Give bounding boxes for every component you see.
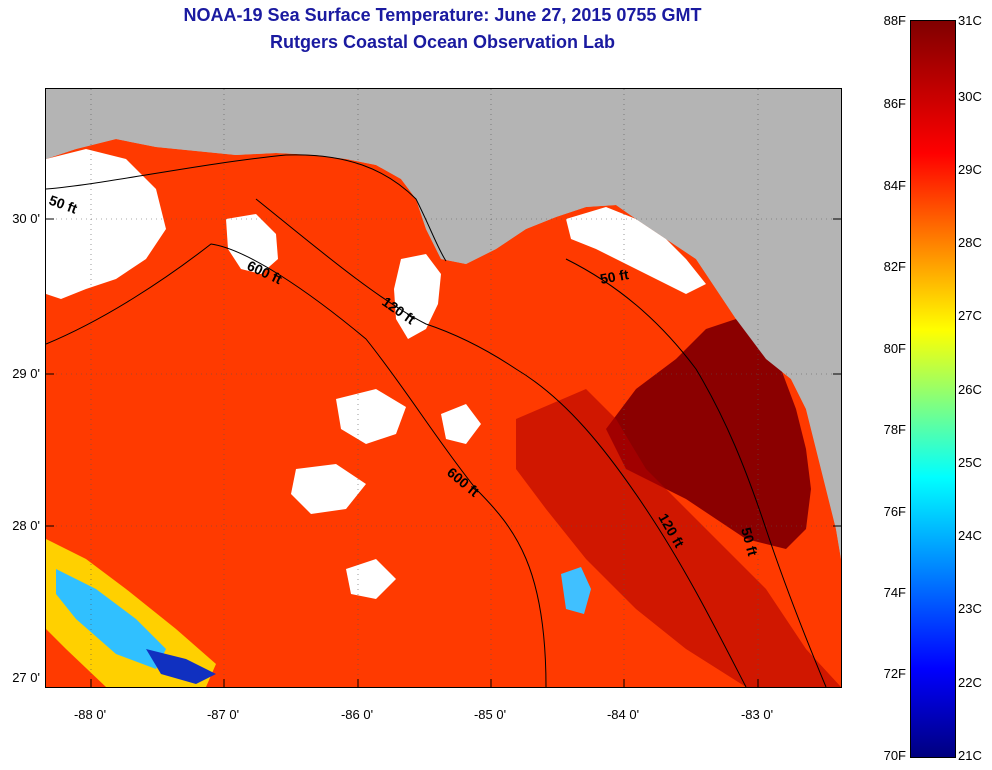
colorbar-fahrenheit-label: 86F xyxy=(883,96,906,111)
longitude-label: -87 0' xyxy=(206,707,240,722)
colorbar-fahrenheit-label: 82F xyxy=(883,259,906,274)
sst-map-image: 50 ft 600 ft 120 ft 50 ft 600 ft 120 ft … xyxy=(46,89,841,687)
cloud-patch xyxy=(346,559,396,599)
colorbar-celsius-label: 22C xyxy=(958,675,982,690)
colorbar-fahrenheit-label: 70F xyxy=(883,748,906,763)
colorbar-fahrenheit-label: 88F xyxy=(883,13,906,28)
cool-water-patch xyxy=(56,569,166,669)
colorbar-fahrenheit-label: 76F xyxy=(883,504,906,519)
cloud-patch xyxy=(566,207,706,294)
cool-water-patch xyxy=(46,539,216,687)
colorbar-fahrenheit-label: 84F xyxy=(883,178,906,193)
bathymetry-contours xyxy=(46,154,827,687)
latitude-label: 27 0' xyxy=(12,670,40,685)
colorbar-celsius-label: 28C xyxy=(958,235,982,250)
colorbar-fahrenheit-label: 80F xyxy=(883,341,906,356)
cold-water-patch xyxy=(146,649,216,684)
colorbar-celsius-label: 25C xyxy=(958,455,982,470)
longitude-label: -88 0' xyxy=(73,707,107,722)
cloud-patch xyxy=(46,149,166,299)
sst-map[interactable]: 50 ft 600 ft 120 ft 50 ft 600 ft 120 ft … xyxy=(45,88,842,688)
hot-water-region xyxy=(606,319,811,549)
map-subtitle: Rutgers Coastal Ocean Observation Lab xyxy=(269,32,616,52)
longitude-label: -84 0' xyxy=(606,707,640,722)
contour-label: 50 ft xyxy=(738,526,761,558)
colorbar-celsius-label: 31C xyxy=(958,13,982,28)
map-title: NOAA-19 Sea Surface Temperature: June 27… xyxy=(183,5,702,25)
warm-water-band xyxy=(516,389,841,687)
axis-ticks xyxy=(46,218,841,687)
cloud-patch xyxy=(441,404,481,444)
colorbar-celsius-label: 24C xyxy=(958,528,982,543)
colorbar-fahrenheit-label: 74F xyxy=(883,585,906,600)
latitude-label: 30 0' xyxy=(12,211,40,226)
land-area xyxy=(46,89,841,559)
cloud-patch xyxy=(291,464,366,514)
temperature-colorbar xyxy=(910,20,956,758)
cool-water-patch xyxy=(561,567,591,614)
longitude-label: -83 0' xyxy=(740,707,774,722)
colorbar-celsius-label: 29C xyxy=(958,162,982,177)
colorbar-celsius-label: 21C xyxy=(958,748,982,763)
contour-50ft-west xyxy=(46,154,447,262)
colorbar-celsius-label: 26C xyxy=(958,382,982,397)
contour-600ft xyxy=(46,243,547,687)
cloud-patch xyxy=(336,389,406,444)
contour-label: 50 ft xyxy=(599,266,630,287)
cloud-patch xyxy=(226,214,278,274)
colorbar-celsius-label: 30C xyxy=(958,89,982,104)
contour-120ft xyxy=(255,198,747,687)
longitude-label: -86 0' xyxy=(340,707,374,722)
latitude-label: 28 0' xyxy=(12,518,40,533)
contour-50ft-east xyxy=(565,258,827,687)
longitude-label: -85 0' xyxy=(473,707,507,722)
colorbar-fahrenheit-label: 78F xyxy=(883,422,906,437)
cloud-patch xyxy=(394,254,441,339)
colorbar-celsius-label: 23C xyxy=(958,601,982,616)
colorbar-fahrenheit-label: 72F xyxy=(883,666,906,681)
colorbar-celsius-label: 27C xyxy=(958,308,982,323)
latitude-label: 29 0' xyxy=(12,366,40,381)
